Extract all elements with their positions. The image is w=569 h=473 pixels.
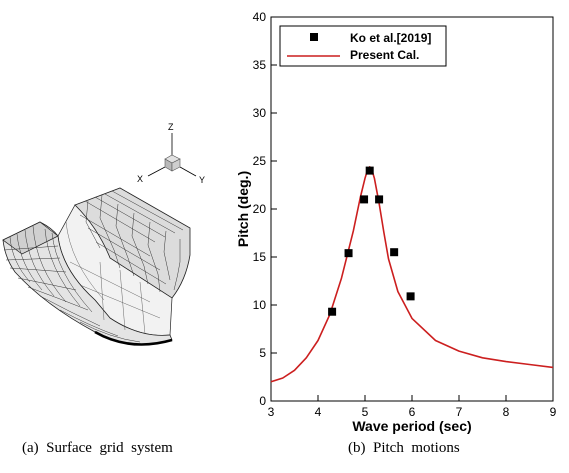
caption-pitch-motions: (b) Pitch motions bbox=[348, 440, 460, 456]
triad-x-label: X bbox=[137, 174, 143, 184]
y-tick-label: 0 bbox=[259, 394, 266, 408]
y-axis: 0 5 10 15 20 25 30 35 40 bbox=[253, 10, 277, 408]
plot-frame bbox=[270, 16, 554, 402]
series-line-present-cal bbox=[270, 166, 554, 383]
axis-triad-icon: Z X Y bbox=[137, 122, 205, 185]
legend-label-present: Present Cal. bbox=[350, 48, 419, 62]
data-point-ko bbox=[375, 195, 384, 204]
data-point-ko bbox=[390, 248, 399, 257]
triad-y-label: Y bbox=[199, 175, 205, 185]
legend: Ko et al.[2019] Present Cal. bbox=[279, 25, 447, 67]
legend-label-ko: Ko et al.[2019] bbox=[350, 31, 431, 45]
x-tick-label: 6 bbox=[409, 405, 416, 419]
y-tick-label: 5 bbox=[259, 346, 266, 360]
y-tick-label: 10 bbox=[253, 298, 267, 312]
y-axis-label: Pitch (deg.) bbox=[235, 171, 251, 247]
x-axis: 3 4 5 6 7 8 9 bbox=[268, 395, 557, 419]
data-point-ko bbox=[406, 292, 415, 301]
x-tick-label: 5 bbox=[362, 405, 369, 419]
legend-marker-ko bbox=[310, 33, 318, 41]
caption-surface-grid: (a) Surface grid system bbox=[22, 440, 173, 456]
x-tick-label: 9 bbox=[550, 405, 557, 419]
y-tick-label: 25 bbox=[253, 154, 267, 168]
plot-area bbox=[270, 166, 554, 383]
x-tick-label: 4 bbox=[315, 405, 322, 419]
pitch-chart: 3 4 5 6 7 8 9 0 5 10 15 20 25 30 35 40 Wave period (se… bbox=[235, 10, 557, 434]
data-point-ko bbox=[360, 195, 369, 204]
y-tick-label: 40 bbox=[253, 10, 267, 24]
x-axis-label: Wave period (sec) bbox=[352, 418, 471, 434]
data-point-ko bbox=[365, 166, 374, 175]
data-point-ko bbox=[328, 307, 337, 316]
x-tick-label: 7 bbox=[456, 405, 463, 419]
y-tick-label: 30 bbox=[253, 106, 267, 120]
data-point-ko bbox=[344, 249, 353, 258]
x-tick-label: 8 bbox=[503, 405, 510, 419]
y-tick-label: 35 bbox=[253, 58, 267, 72]
surface-grid-model bbox=[2, 187, 191, 346]
y-tick-label: 20 bbox=[253, 202, 267, 216]
y-tick-label: 15 bbox=[253, 250, 267, 264]
legend-box bbox=[279, 25, 447, 67]
x-tick-label: 3 bbox=[268, 405, 275, 419]
triad-z-label: Z bbox=[168, 122, 174, 132]
